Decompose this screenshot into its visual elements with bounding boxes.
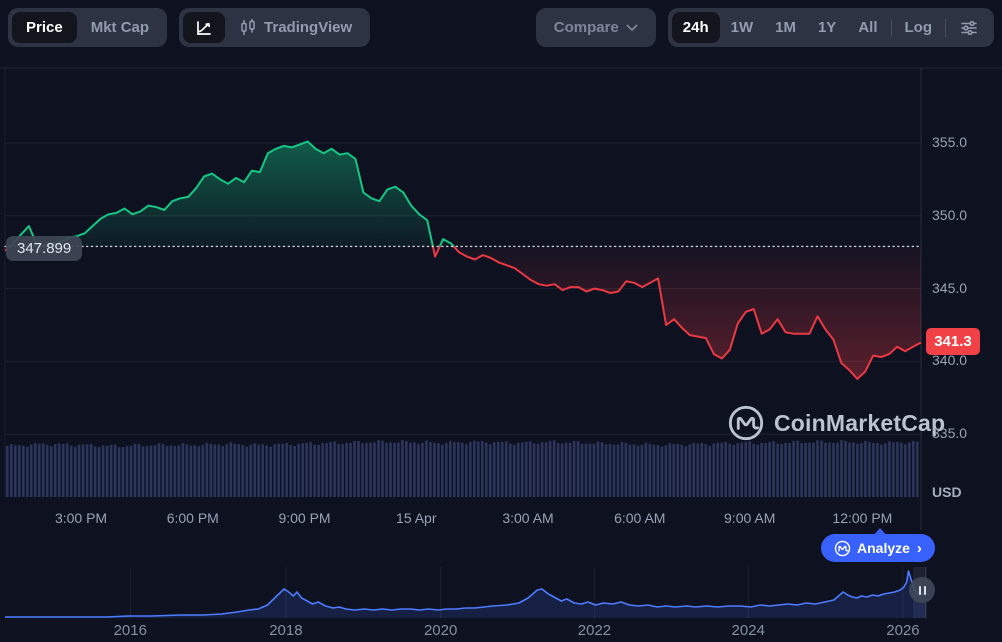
- y-axis-label: 340.0: [932, 352, 968, 369]
- x-axis-label: 6:00 PM: [166, 510, 219, 526]
- chart-settings-button[interactable]: [948, 12, 990, 43]
- range-1y-button[interactable]: 1Y: [807, 12, 847, 43]
- toolbar-divider: [890, 18, 892, 37]
- range-24h-label: 24h: [682, 19, 709, 36]
- y-axis-label: 355.0: [932, 134, 968, 150]
- range-all-button[interactable]: All: [847, 12, 888, 43]
- range-1y-label: 1Y: [817, 19, 837, 36]
- coinmarketcap-logo-icon: [727, 404, 765, 442]
- mkt-cap-tab-label: Mkt Cap: [90, 19, 150, 36]
- history-year-label: 2018: [269, 622, 303, 639]
- compare-group: Compare: [535, 8, 656, 47]
- history-year-label: 2024: [731, 622, 765, 639]
- log-scale-label: Log: [904, 19, 933, 36]
- line-chart-icon: [194, 18, 214, 38]
- chevron-down-icon: [626, 24, 638, 32]
- y-axis-label: 350.0: [932, 206, 968, 223]
- mkt-cap-tab[interactable]: Mkt Cap: [77, 12, 163, 43]
- coinmarketcap-watermark: CoinMarketCap: [727, 404, 945, 442]
- last-price-value: 341.3: [934, 333, 972, 350]
- toolbar-divider: [945, 18, 946, 37]
- range-1m-label: 1M: [775, 19, 796, 36]
- candlestick-icon: [239, 18, 257, 38]
- range-1w-label: 1W: [730, 19, 754, 36]
- analyze-button[interactable]: Analyze ›: [821, 534, 935, 562]
- history-year-label: 2020: [423, 622, 458, 639]
- x-axis-label: 9:00 PM: [278, 510, 331, 526]
- time-range-group: 24h 1W 1M 1Y All Log: [667, 8, 994, 47]
- watermark-text: CoinMarketCap: [774, 409, 946, 436]
- line-chart-button[interactable]: [183, 12, 226, 43]
- history-year-label: 2016: [113, 622, 147, 639]
- open-price-value: 347.899: [17, 240, 72, 257]
- range-selector-handle[interactable]: [909, 577, 935, 603]
- range-all-label: All: [858, 19, 878, 36]
- x-axis-label: 3:00 AM: [502, 510, 554, 526]
- range-1m-button[interactable]: 1M: [764, 12, 807, 43]
- x-axis-label: 15 Apr: [396, 510, 437, 526]
- x-axis-label: 12:00 PM: [832, 510, 893, 526]
- open-price-label: 347.899: [6, 236, 83, 261]
- range-24h-button[interactable]: 24h: [671, 12, 720, 43]
- analyze-label: Analyze: [857, 540, 910, 556]
- x-axis-label: 6:00 AM: [614, 510, 666, 526]
- range-1w-button[interactable]: 1W: [720, 12, 765, 43]
- analyze-chevron-icon: ›: [916, 539, 922, 557]
- analyze-pointer: [872, 528, 888, 537]
- price-tab-label: Price: [26, 19, 63, 36]
- x-axis-label: 9:00 AM: [724, 510, 776, 526]
- y-axis-label: 345.0: [932, 279, 968, 296]
- history-year-label: 2026: [886, 622, 920, 639]
- tradingview-label: TradingView: [264, 19, 353, 36]
- price-tab[interactable]: Price: [12, 12, 77, 43]
- compare-label: Compare: [553, 19, 619, 36]
- sliders-icon: [959, 18, 979, 38]
- history-year-label: 2022: [577, 622, 612, 639]
- y-axis-label: 335.0: [932, 425, 968, 442]
- x-axis-label: 3:00 PM: [54, 510, 108, 526]
- tradingview-button[interactable]: TradingView: [225, 12, 366, 43]
- y-axis-unit-label: USD: [932, 484, 962, 500]
- metric-toggle-group: Price Mkt Cap: [8, 8, 168, 47]
- chart-toolbar: Price Mkt Cap: [8, 8, 994, 47]
- last-price-badge: 341.3: [926, 328, 980, 355]
- analyze-logo-icon: [834, 540, 851, 557]
- compare-button[interactable]: Compare: [540, 12, 652, 43]
- log-scale-button[interactable]: Log: [894, 12, 944, 43]
- chart-type-toggle-group: TradingView: [179, 8, 371, 47]
